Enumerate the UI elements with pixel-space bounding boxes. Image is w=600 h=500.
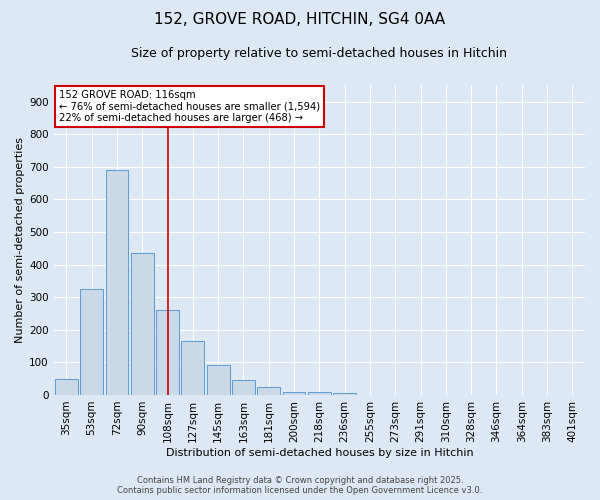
X-axis label: Distribution of semi-detached houses by size in Hitchin: Distribution of semi-detached houses by … <box>166 448 473 458</box>
Bar <box>181 341 204 395</box>
Bar <box>333 392 356 395</box>
Bar <box>283 392 305 395</box>
Bar <box>156 310 179 395</box>
Text: 152, GROVE ROAD, HITCHIN, SG4 0AA: 152, GROVE ROAD, HITCHIN, SG4 0AA <box>154 12 446 28</box>
Bar <box>232 380 255 395</box>
Bar <box>106 170 128 395</box>
Y-axis label: Number of semi-detached properties: Number of semi-detached properties <box>15 137 25 343</box>
Bar <box>308 392 331 395</box>
Bar <box>80 289 103 395</box>
Bar <box>131 253 154 395</box>
Bar <box>207 364 230 395</box>
Bar <box>55 378 77 395</box>
Title: Size of property relative to semi-detached houses in Hitchin: Size of property relative to semi-detach… <box>131 48 508 60</box>
Text: 152 GROVE ROAD: 116sqm
← 76% of semi-detached houses are smaller (1,594)
22% of : 152 GROVE ROAD: 116sqm ← 76% of semi-det… <box>59 90 320 123</box>
Text: Contains HM Land Registry data © Crown copyright and database right 2025.
Contai: Contains HM Land Registry data © Crown c… <box>118 476 482 495</box>
Bar <box>257 387 280 395</box>
